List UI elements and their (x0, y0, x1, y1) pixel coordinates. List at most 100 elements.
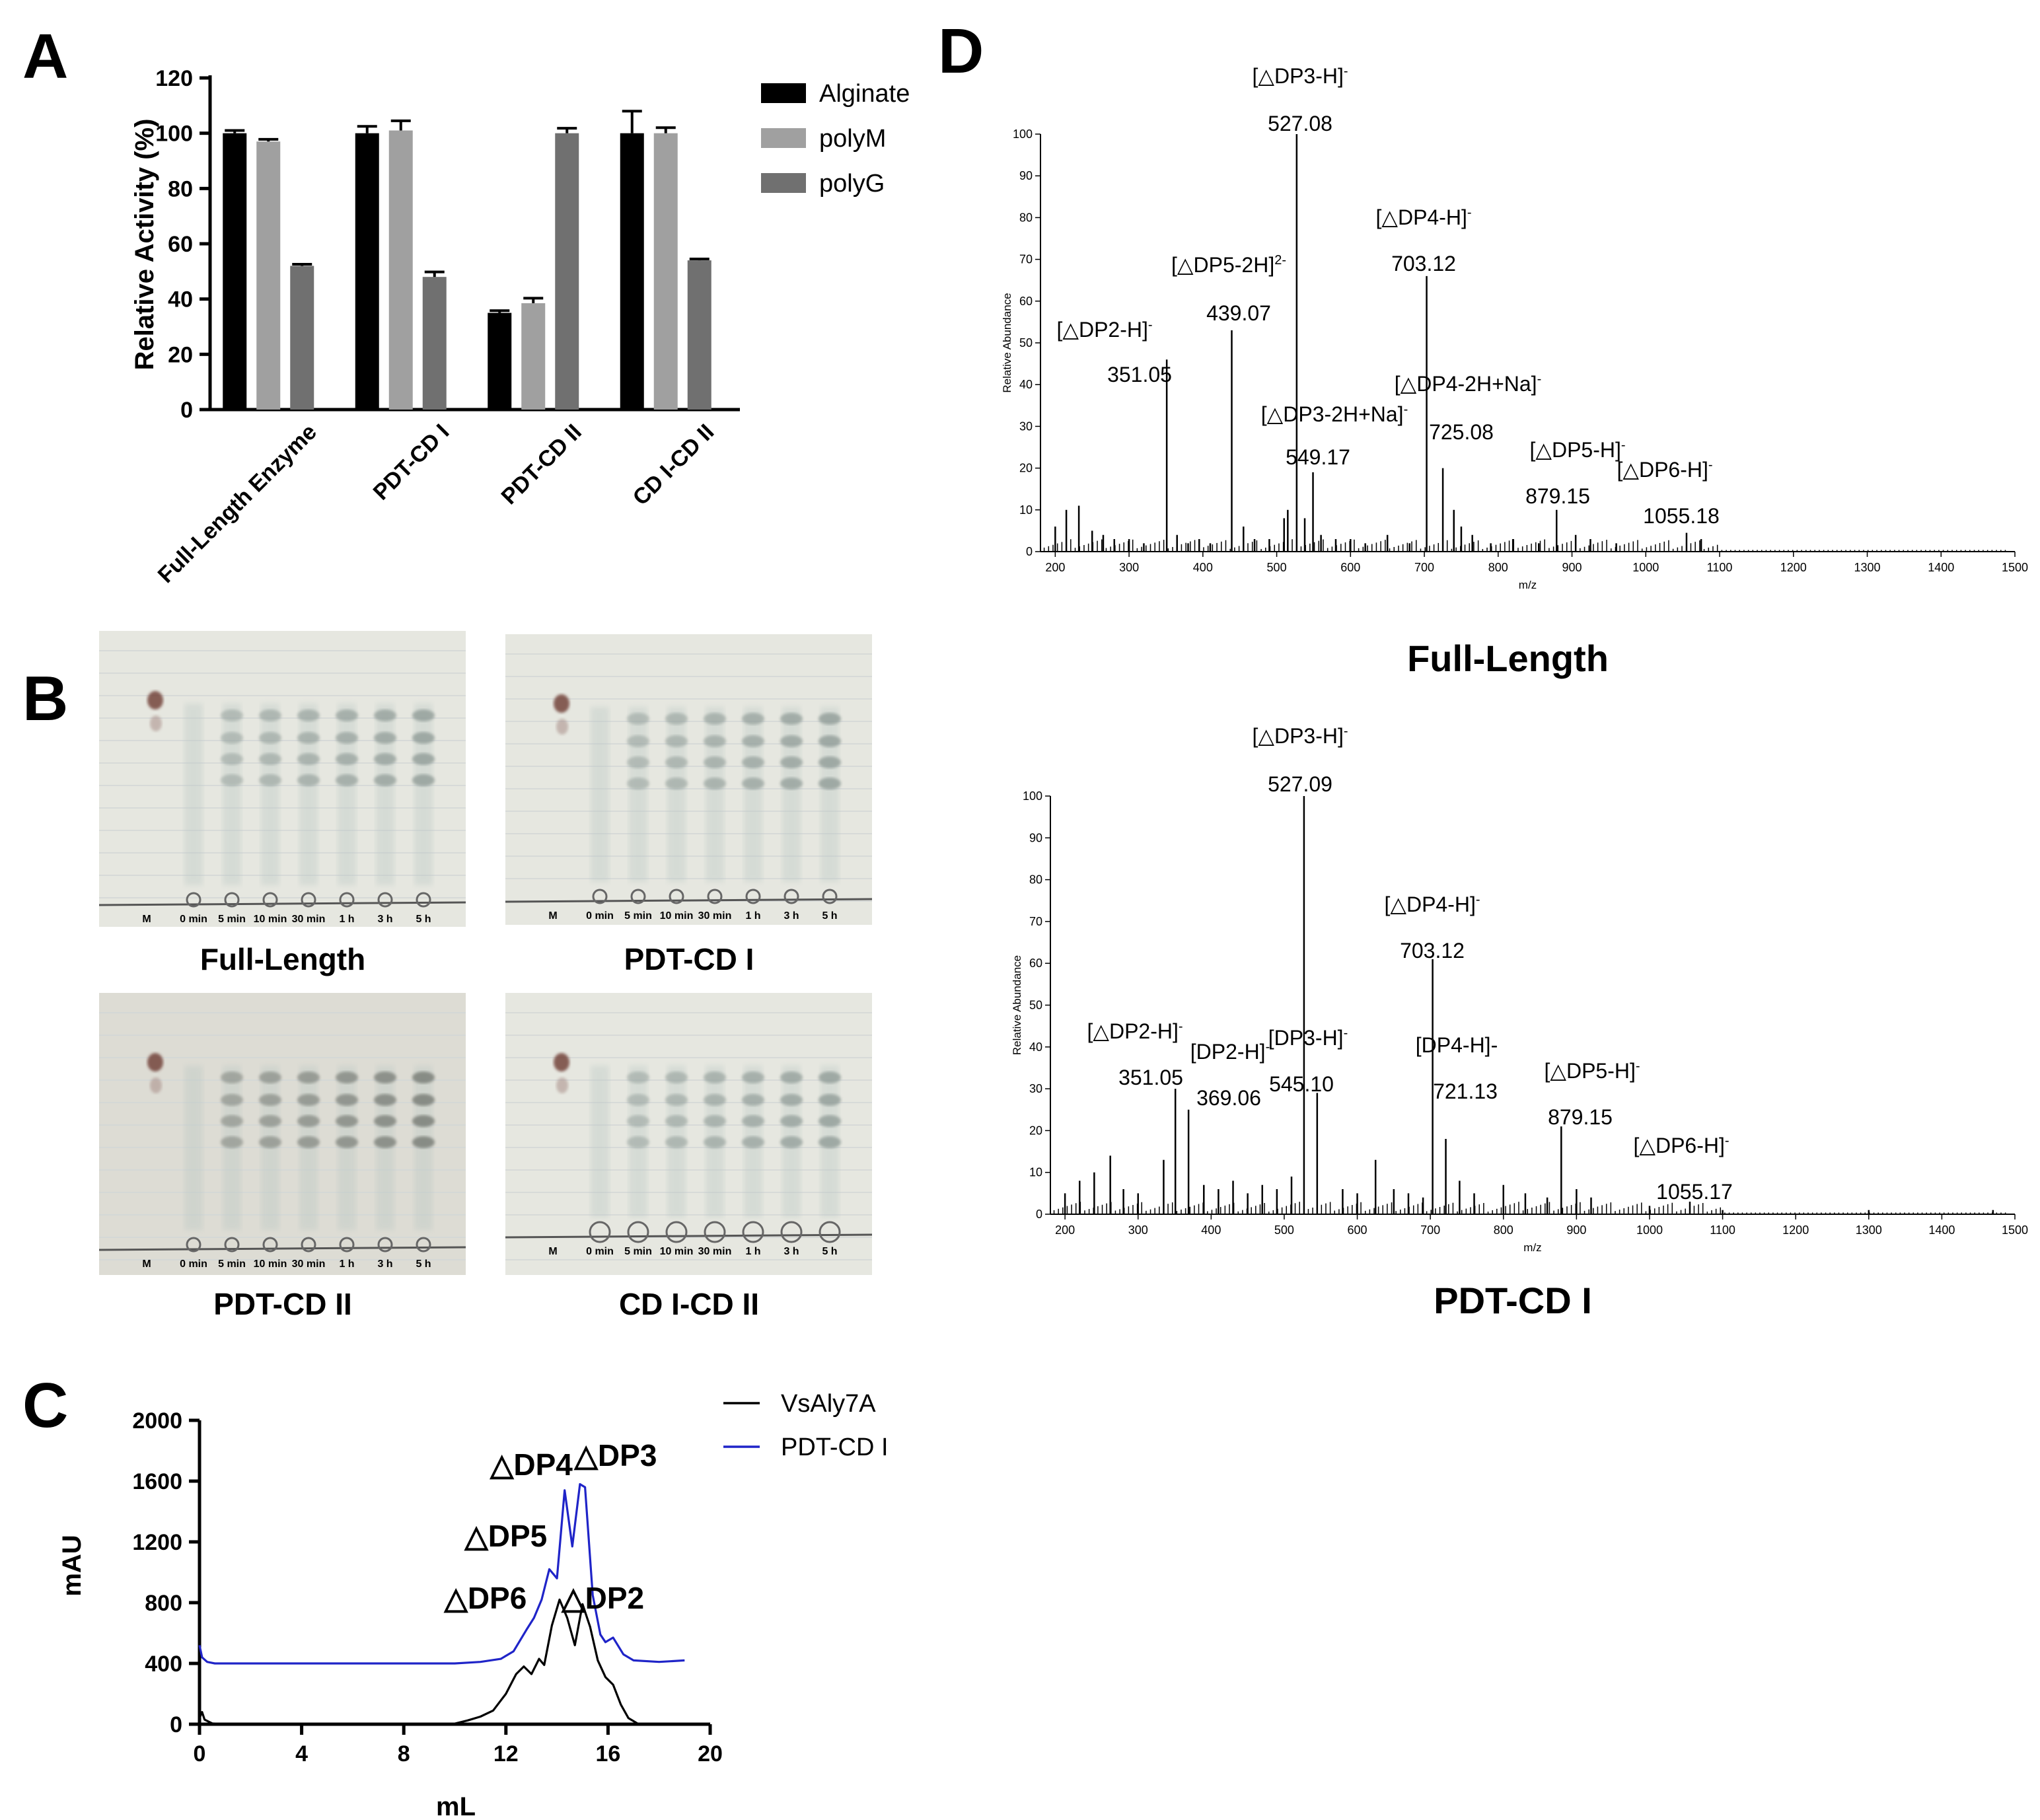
tlc-product-spot (374, 1072, 396, 1083)
peak-annotation: △DP5 (463, 1519, 547, 1553)
tlc-product-spot (665, 1072, 688, 1083)
ms-x-tick-label: 800 (1488, 561, 1508, 574)
tlc-product-spot (412, 1094, 435, 1106)
bar-polyg (555, 133, 579, 410)
ms-y-axis-title: Relative Abundance (1011, 955, 1023, 1055)
ms-y-tick-label: 50 (1029, 999, 1042, 1012)
tlc-product-spot (780, 1115, 803, 1127)
ms-x-tick-label: 700 (1414, 561, 1434, 574)
tlc-lane-smear (744, 707, 762, 882)
panel-letter-b: B (22, 663, 68, 734)
ms-y-tick-label: 30 (1019, 419, 1033, 433)
tlc-lane-label: 3 h (377, 914, 392, 925)
legend-label: VsAly7A (781, 1390, 876, 1418)
category-label: PDT-CD II (497, 419, 587, 509)
tlc-product-spot (221, 732, 243, 744)
bar-polym (388, 130, 413, 410)
ms-x-tick-label: 1400 (1928, 561, 1954, 574)
ms-x-tick-label: 600 (1348, 1223, 1367, 1237)
tlc-lane-smear (223, 704, 241, 885)
panel-c-x-tick-label: 0 (194, 1741, 206, 1766)
tlc-marker-spot (556, 719, 568, 735)
tlc-product-spot (742, 1094, 764, 1106)
ms-y-tick-label: 60 (1019, 295, 1033, 308)
tlc-baseline (98, 1246, 466, 1251)
panel-c-x-tick-label: 16 (595, 1741, 620, 1766)
ms-x-tick-label: 1400 (1928, 1223, 1955, 1237)
tlc-product-spot (297, 710, 320, 721)
tlc-lane-smear (667, 707, 686, 882)
panel-c-x-tick-label: 4 (295, 1741, 308, 1766)
tlc-product-spot (742, 735, 764, 747)
tlc-product-spot (221, 1115, 243, 1127)
legend-swatch-polyg (761, 173, 806, 193)
tlc-origin-spot (301, 1237, 316, 1253)
tlc-plate: M 0 min 5 min 10 min 30 min 1 h 3 h 5 h (98, 993, 466, 1275)
panel-a-y-tick-label: 120 (155, 66, 193, 91)
tlc-origin-spot (416, 1237, 431, 1253)
tlc-origin-spot (339, 1237, 355, 1253)
tlc-product-spot (259, 1094, 281, 1106)
tlc-product-spot (819, 756, 841, 768)
tlc-product-spot (665, 1115, 688, 1127)
tlc-product-spot (412, 1136, 435, 1148)
tlc-product-spot (297, 774, 320, 786)
tlc-lane-label: 5 min (624, 910, 652, 922)
ms-y-tick-label: 90 (1019, 169, 1033, 182)
ms-y-tick-label: 80 (1019, 211, 1033, 224)
bar-chart-panel-a: Relative Activity (%) 0 20 40 60 80 100 120 Fu… (130, 66, 910, 588)
tlc-product-spot (627, 735, 649, 747)
ms-y-tick-label: 10 (1029, 1166, 1042, 1179)
tlc-product-spot (412, 1072, 435, 1083)
tlc-product-spot (259, 1072, 281, 1083)
ms-x-tick-label: 1300 (1854, 561, 1880, 574)
ms-peak-mz: 351.05 (1118, 1066, 1183, 1089)
tlc-lane-label: 1 h (745, 1246, 760, 1257)
tlc-lane-label: M (548, 910, 557, 922)
tlc-marker-spot (556, 1077, 568, 1093)
tlc-product-spot (412, 1115, 435, 1127)
tlc-product-spot (627, 756, 649, 768)
ms-y-tick-label: 0 (1026, 545, 1033, 558)
ms-peak-mz: 549.17 (1286, 445, 1350, 469)
ms-peak-mz: 879.15 (1548, 1105, 1613, 1129)
tlc-product-spot (704, 713, 726, 725)
ms-peak-mz: 703.12 (1391, 252, 1456, 275)
tlc-plates-panel-b: M 0 min 5 min 10 min 30 min 1 h 3 h 5 h Full-Len… (98, 631, 873, 1321)
ms-x-tick-label: 1300 (1856, 1223, 1882, 1237)
ms-y-tick-label: 10 (1019, 503, 1033, 517)
tlc-product-spot (221, 774, 243, 786)
tlc-product-spot (704, 1136, 726, 1148)
tlc-origin-spot (742, 1221, 764, 1243)
ms-peak-formula: [△DP3-H]- (1252, 64, 1348, 88)
tlc-plate: M 0 min 5 min 10 min 30 min 1 h 3 h 5 h (98, 631, 466, 927)
tlc-origin-spot (377, 1237, 393, 1253)
tlc-lane-smear (261, 704, 279, 885)
ms-x-tick-label: 1000 (1636, 1223, 1663, 1237)
tlc-product-spot (665, 713, 688, 725)
ms-peak-formula: [DP3-H]- (1268, 1026, 1348, 1050)
tlc-product-spot (780, 1136, 803, 1148)
tlc-product-spot (704, 735, 726, 747)
tlc-product-spot (742, 1136, 764, 1148)
tlc-origin-spot (592, 889, 608, 904)
tlc-product-spot (412, 774, 435, 786)
ms-x-tick-label: 900 (1566, 1223, 1586, 1237)
tlc-product-spot (297, 1072, 320, 1083)
tlc-product-spot (780, 735, 803, 747)
tlc-product-spot (336, 1094, 358, 1106)
ms-x-tick-label: 400 (1193, 561, 1213, 574)
ms-spectrum-caption: PDT-CD I (1434, 1280, 1592, 1321)
ms-x-tick-label: 400 (1201, 1223, 1221, 1237)
tlc-origin-spot (186, 1237, 201, 1253)
tlc-product-spot (412, 753, 435, 765)
panel-c-y-axis-title: mAU (57, 1535, 87, 1596)
tlc-product-spot (704, 1094, 726, 1106)
tlc-origin-spot (822, 889, 838, 904)
panel-c-y-tick-label: 1200 (132, 1530, 182, 1555)
tlc-origin-spot (783, 889, 799, 904)
ms-x-tick-label: 700 (1420, 1223, 1440, 1237)
tlc-product-spot (221, 710, 243, 721)
tlc-product-spot (742, 756, 764, 768)
